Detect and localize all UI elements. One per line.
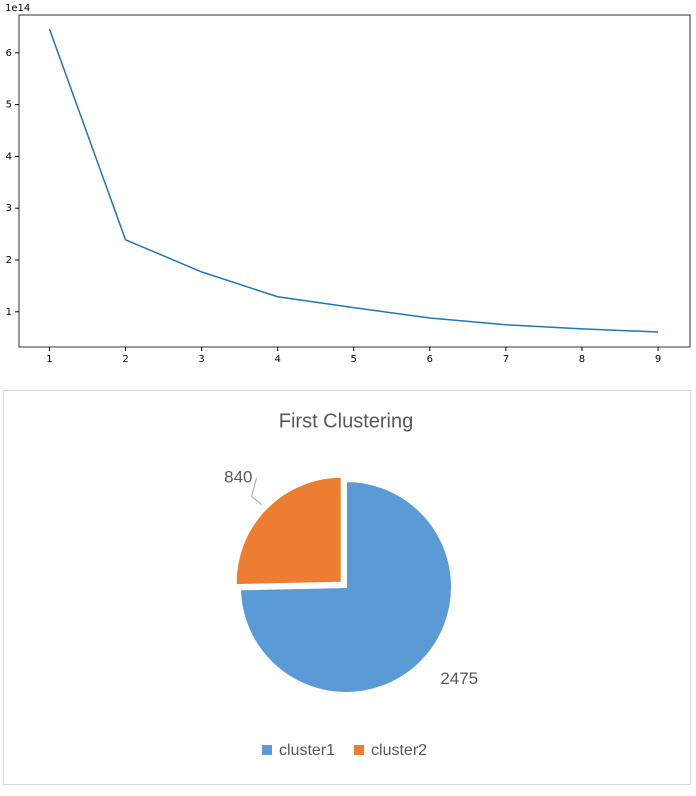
x-tick-label: 8 xyxy=(579,354,585,365)
line-chart: 1e14 1 2 3 4 5 6 7 8 9 1 2 3 4 5 6 xyxy=(5,3,691,365)
x-tick-label: 4 xyxy=(274,354,280,365)
y-tick-label: 1 xyxy=(6,307,12,318)
x-tick-label: 3 xyxy=(198,354,204,365)
x-tick-label: 6 xyxy=(427,354,433,365)
data-label: 840 xyxy=(224,467,252,486)
x-tick-label: 5 xyxy=(351,354,357,365)
y-tick-label: 4 xyxy=(6,151,12,162)
y-tick-label: 5 xyxy=(6,100,12,111)
data-label: 2475 xyxy=(440,669,478,688)
x-tick-label: 1 xyxy=(46,354,52,365)
pie-slice xyxy=(234,475,343,587)
chart-title: First Clustering xyxy=(279,410,413,432)
x-tick-label: 7 xyxy=(503,354,509,365)
y-tick-label: 3 xyxy=(6,203,12,214)
legend-label: cluster1 xyxy=(279,742,335,759)
x-tick-label: 9 xyxy=(655,354,661,365)
legend-swatch xyxy=(354,745,365,755)
leader-line xyxy=(251,477,262,505)
offset-text: 1e14 xyxy=(5,3,30,14)
legend-label: cluster2 xyxy=(371,742,427,759)
x-tick-label: 2 xyxy=(122,354,128,365)
y-tick-label: 2 xyxy=(6,255,12,266)
line-series xyxy=(48,28,659,333)
y-tick-label: 6 xyxy=(6,48,12,59)
plot-frame xyxy=(18,14,691,348)
legend-swatch xyxy=(262,745,272,755)
pie-slice xyxy=(239,479,453,694)
pie-chart: First Clustering 2475 840 cluster1 cluster2 xyxy=(3,390,691,785)
